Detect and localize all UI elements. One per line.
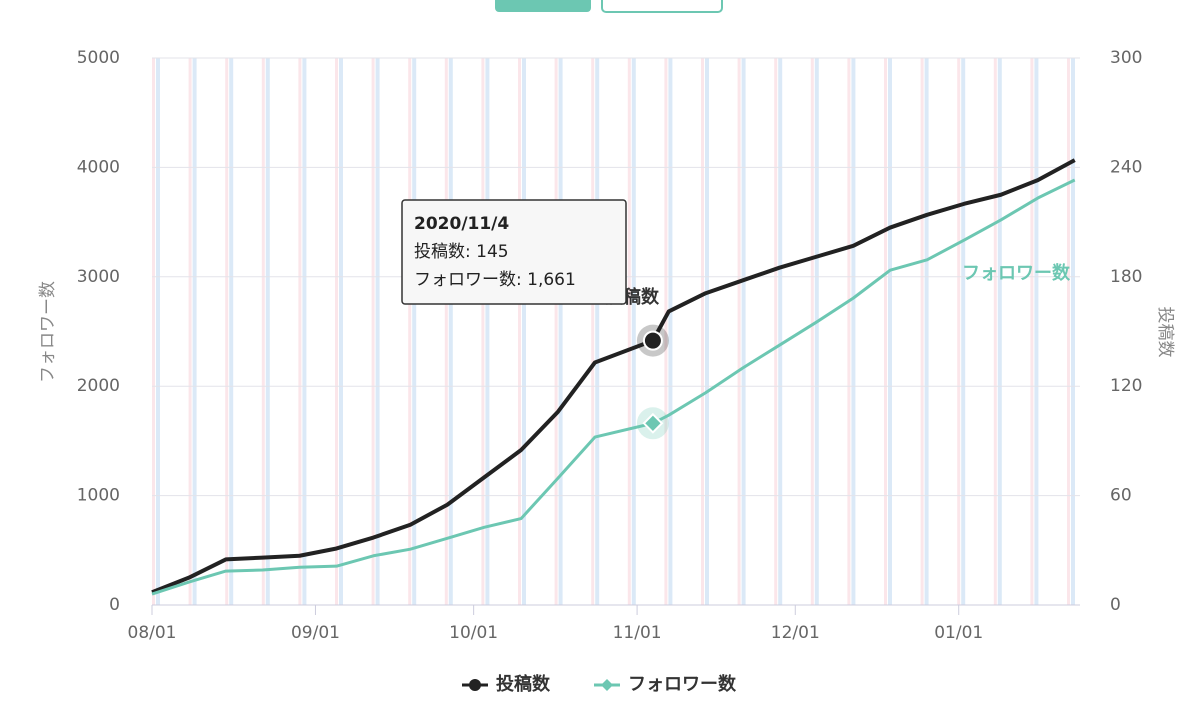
x-tick-label: 12/01 <box>771 623 820 643</box>
y2-tick-label: 300 <box>1110 48 1142 68</box>
stripe <box>847 58 851 605</box>
stripe <box>412 58 417 605</box>
stripe <box>1071 58 1075 605</box>
stripe <box>192 58 197 605</box>
stripe <box>961 58 966 605</box>
stripe <box>701 58 704 605</box>
stripe <box>668 58 673 605</box>
y-tick-label: 4000 <box>77 157 120 177</box>
y-tick-label: 3000 <box>77 267 120 287</box>
y-tick-label: 1000 <box>77 486 120 506</box>
y2-tick-label: 120 <box>1110 376 1142 396</box>
stripe <box>1030 58 1034 605</box>
stripe <box>924 58 929 605</box>
stripe <box>265 58 270 605</box>
tooltip-line: 投稿数: 145 <box>414 242 509 262</box>
stripe <box>705 58 709 605</box>
stripe <box>778 58 783 605</box>
stripe <box>741 58 746 605</box>
tooltip-line: フォロワー数: 1,661 <box>414 270 576 290</box>
x-tick-label: 10/01 <box>449 623 498 643</box>
y2-axis-title: 投稿数 <box>1155 307 1175 358</box>
legend-marker <box>469 679 481 691</box>
series-line <box>151 178 1076 596</box>
stripe <box>444 58 448 605</box>
stripe <box>229 58 234 605</box>
stripe <box>448 58 453 605</box>
stripe <box>339 58 343 605</box>
stripe <box>810 58 814 605</box>
point-marker <box>642 330 663 351</box>
stripe <box>957 58 961 605</box>
series-line <box>151 158 1076 595</box>
toggle-button[interactable] <box>601 0 723 13</box>
stripe <box>558 58 563 605</box>
stripe <box>261 58 265 605</box>
x-tick-label: 09/01 <box>291 623 340 643</box>
y-tick-label: 0 <box>109 595 120 615</box>
stripe <box>371 58 375 605</box>
stripe <box>884 58 887 605</box>
stripe <box>631 58 636 605</box>
stripe <box>485 58 490 605</box>
stripe <box>302 58 307 605</box>
legend-marker <box>601 679 613 691</box>
stripe <box>627 58 631 605</box>
stripe <box>522 58 526 605</box>
stripe <box>851 58 856 605</box>
stripe <box>737 58 741 605</box>
stripe <box>997 58 1002 605</box>
tooltip-box <box>401 199 627 305</box>
stripe <box>408 58 412 605</box>
y-tick-label: 5000 <box>77 48 120 68</box>
stripe <box>591 58 595 605</box>
stripe <box>774 58 778 605</box>
stripe <box>225 58 229 605</box>
x-tick-label: 08/01 <box>128 623 177 643</box>
background-stripes <box>152 58 1075 605</box>
stripe <box>298 58 302 605</box>
stripe <box>595 58 600 605</box>
stripe <box>888 58 892 605</box>
stripe <box>156 58 160 605</box>
stripe <box>814 58 819 605</box>
legend-label: フォロワー数 <box>628 673 737 695</box>
stripe <box>554 58 558 605</box>
stripe <box>1034 58 1039 605</box>
stripe <box>920 58 924 605</box>
toggle-button[interactable] <box>495 0 591 12</box>
tooltip-title: 2020/11/4 <box>414 214 509 234</box>
stripe <box>188 58 192 605</box>
stripe <box>518 58 521 605</box>
stripe <box>481 58 485 605</box>
y2-tick-label: 240 <box>1110 157 1142 177</box>
stripe <box>375 58 380 605</box>
stripe <box>1067 58 1070 605</box>
stripe <box>152 58 155 605</box>
stripe <box>335 58 338 605</box>
y2-tick-label: 60 <box>1110 486 1132 506</box>
tooltip: 2020/11/4 投稿数: 145 フォロワー数: 1,661 <box>401 199 627 305</box>
series-label: フォロワー数 <box>962 262 1071 284</box>
point-marker <box>642 412 664 434</box>
legend-label: 投稿数 <box>496 673 551 695</box>
stripe <box>993 58 997 605</box>
y-axis-title: フォロワー数 <box>38 281 58 383</box>
y2-tick-label: 180 <box>1110 267 1142 287</box>
y2-tick-label: 0 <box>1110 595 1121 615</box>
y-tick-label: 2000 <box>77 376 120 396</box>
x-tick-label: 01/01 <box>934 623 983 643</box>
stripe <box>664 58 668 605</box>
x-tick-label: 11/01 <box>613 623 662 643</box>
